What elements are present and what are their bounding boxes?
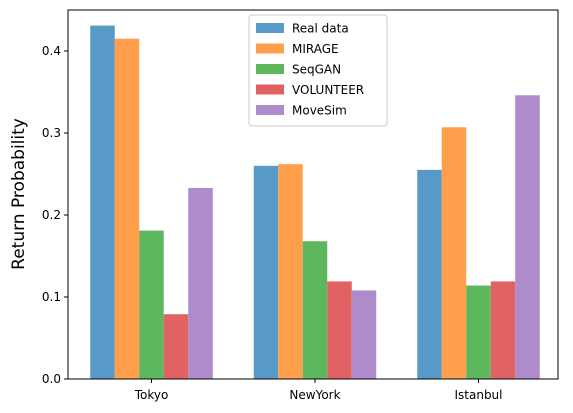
y-axis: 0.0 0.1 0.2 0.3 0.4 [42, 44, 68, 386]
x-tick-label: Istanbul [454, 388, 502, 402]
legend-swatch [256, 23, 284, 33]
legend-frame [248, 14, 388, 127]
bar-volunteer-tokyo [163, 314, 189, 379]
legend-swatch [256, 84, 284, 95]
x-tick-label: Tokyo [134, 388, 169, 402]
y-tick-label: 0.1 [42, 290, 61, 304]
x-axis: Tokyo NewYork Istanbul [134, 379, 503, 402]
bar-seqgan-newyork [302, 241, 328, 379]
bar-mirage-istanbul [441, 127, 467, 379]
bar-volunteer-istanbul [490, 281, 516, 379]
legend-label: VOLUNTEER [292, 83, 364, 97]
y-tick-label: 0.4 [42, 44, 61, 58]
plot-frame [67, 9, 559, 380]
bar-seqgan-istanbul [466, 285, 491, 379]
bar-movesim-newyork [351, 290, 377, 379]
y-tick-label: 0.2 [42, 208, 61, 222]
x-tick-label: NewYork [289, 388, 340, 402]
y-tick-label: 0.3 [42, 126, 61, 140]
bar-mirage-tokyo [114, 38, 140, 379]
legend-label: SeqGAN [292, 63, 341, 77]
legend-label: MIRAGE [292, 42, 339, 56]
legend-swatch [256, 64, 284, 74]
bar-real-data-istanbul [417, 169, 442, 379]
legend-label: Real data [292, 22, 349, 36]
bar-real-data-newyork [253, 165, 279, 379]
y-axis-title: Return Probability [9, 118, 29, 270]
bar-mirage-newyork [278, 164, 303, 379]
legend: Real data MIRAGE SeqGAN VOLUNTEER MoveSim [248, 14, 388, 127]
bar-volunteer-newyork [327, 281, 352, 379]
bar-movesim-tokyo [188, 187, 213, 379]
bar-movesim-istanbul [515, 95, 540, 379]
bar-seqgan-tokyo [139, 230, 164, 379]
y-tick-label: 0.0 [42, 372, 61, 386]
legend-swatch [256, 105, 284, 115]
legend-label: MoveSim [292, 104, 347, 118]
bar-real-data-tokyo [90, 25, 115, 380]
bars-group [90, 25, 540, 380]
legend-swatch [256, 43, 284, 54]
